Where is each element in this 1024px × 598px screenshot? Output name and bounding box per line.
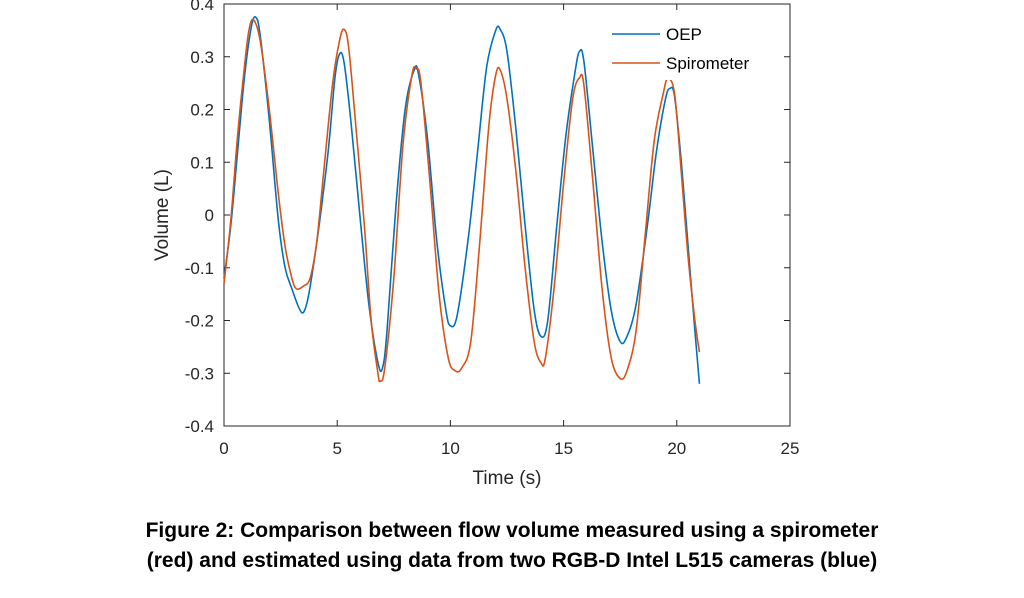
x-tick-label: 25 (781, 439, 800, 458)
y-tick-label: 0.1 (190, 153, 214, 172)
y-tick-label: -0.3 (185, 364, 214, 383)
y-tick-label: 0.2 (190, 101, 214, 120)
x-tick-label: 5 (332, 439, 341, 458)
legend-box (604, 18, 772, 80)
figure-caption: Figure 2: Comparison between flow volume… (0, 516, 1024, 576)
line-chart: 0 5 10 15 20 25-0.4-0.3-0.2-0.100.10.20.30.4 … (152, 0, 800, 489)
series-line-oep (223, 16, 701, 384)
caption-line-1: Figure 2: Comparison between flow volume… (145, 519, 879, 542)
y-tick-label: 0 (205, 206, 214, 225)
caption-line-2: (red) and estimated using data from two … (146, 549, 878, 572)
y-tick-label: -0.1 (185, 259, 214, 278)
legend: OEP Spirometer (604, 18, 772, 80)
x-tick-label: 10 (441, 439, 460, 458)
axis-ticks: 0 5 10 15 20 25 -0.4 -0.3 -0.2 -0.1 0 0.1 0.2 0.3 0.4 (185, 0, 800, 458)
y-tick-label: 0.3 (190, 48, 214, 67)
x-axis-label: Time (s) (473, 468, 542, 489)
x-tick-label: 20 (667, 439, 686, 458)
series-line-spirometer (223, 18, 701, 383)
y-tick-label: -0.4 (185, 417, 214, 436)
legend-label-spirometer: Spirometer (666, 54, 749, 73)
y-tick-label: 0.4 (190, 0, 214, 14)
x-tick-label: 15 (554, 439, 573, 458)
y-tick-label: -0.2 (185, 312, 214, 331)
x-tick-label: 0 (219, 439, 228, 458)
y-axis-label: Volume (L) (152, 169, 173, 261)
legend-label-oep: OEP (666, 25, 702, 44)
data-series (223, 16, 701, 384)
